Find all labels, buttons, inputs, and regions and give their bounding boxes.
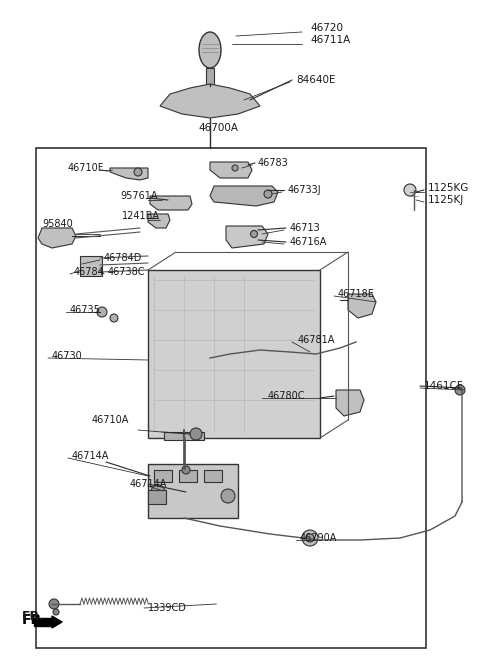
Bar (179, 470, 197, 482)
Text: 46781A: 46781A (298, 335, 336, 345)
Text: 46780C: 46780C (268, 391, 305, 401)
Text: FR.: FR. (22, 609, 45, 622)
Polygon shape (150, 196, 192, 210)
Circle shape (190, 428, 202, 440)
Text: 46710F: 46710F (68, 163, 104, 173)
Polygon shape (336, 390, 364, 416)
Text: 46720: 46720 (310, 23, 343, 33)
Circle shape (455, 385, 465, 395)
Bar (154, 470, 172, 482)
Circle shape (232, 165, 238, 171)
Text: 46700A: 46700A (198, 123, 238, 133)
Bar (204, 470, 222, 482)
Ellipse shape (199, 32, 221, 68)
Polygon shape (148, 214, 170, 228)
Circle shape (53, 609, 59, 615)
Text: 46784: 46784 (74, 267, 105, 277)
Circle shape (134, 168, 142, 176)
Text: 46710A: 46710A (92, 415, 130, 425)
Bar (206, 68, 214, 86)
Polygon shape (34, 618, 52, 626)
Text: 84640E: 84640E (296, 75, 336, 85)
Text: 95840: 95840 (42, 219, 73, 229)
Text: 46730: 46730 (52, 351, 83, 361)
Circle shape (151, 485, 165, 499)
Text: 1125KJ: 1125KJ (428, 195, 464, 205)
Polygon shape (226, 226, 268, 248)
Circle shape (49, 599, 59, 609)
Text: 46713: 46713 (290, 223, 321, 233)
Circle shape (302, 530, 318, 546)
Text: 46790A: 46790A (300, 533, 337, 543)
Circle shape (110, 314, 118, 322)
Circle shape (306, 534, 314, 542)
Polygon shape (210, 162, 252, 178)
Circle shape (404, 184, 416, 196)
Polygon shape (38, 228, 76, 248)
Text: 46711A: 46711A (310, 35, 350, 45)
Text: 46735: 46735 (70, 305, 101, 315)
Text: 1461CF: 1461CF (424, 381, 464, 391)
Bar (164, 432, 204, 440)
Bar (36, 148, 426, 648)
Circle shape (182, 466, 190, 474)
Circle shape (221, 489, 235, 503)
Text: 46784D: 46784D (104, 253, 143, 263)
Text: 1339CD: 1339CD (148, 603, 187, 613)
Polygon shape (348, 294, 376, 318)
Text: 46714A: 46714A (130, 479, 168, 489)
Text: 46738C: 46738C (108, 267, 145, 277)
Circle shape (251, 230, 257, 238)
Text: 46718E: 46718E (338, 289, 375, 299)
Bar (148, 464, 238, 518)
Bar (80, 256, 102, 276)
Circle shape (97, 307, 107, 317)
Polygon shape (110, 168, 148, 180)
Polygon shape (52, 616, 62, 628)
Text: 1125KG: 1125KG (428, 183, 469, 193)
Text: 95761A: 95761A (120, 191, 157, 201)
Polygon shape (210, 186, 278, 206)
Bar (148, 270, 320, 438)
Text: 46716A: 46716A (290, 237, 327, 247)
Text: 46783: 46783 (258, 158, 289, 168)
Text: 46714A: 46714A (72, 451, 109, 461)
Circle shape (264, 190, 272, 198)
Bar (148, 490, 166, 504)
Polygon shape (160, 84, 260, 118)
Text: 1241BA: 1241BA (122, 211, 160, 221)
Text: FR.: FR. (22, 613, 48, 627)
Text: 46733J: 46733J (288, 185, 322, 195)
